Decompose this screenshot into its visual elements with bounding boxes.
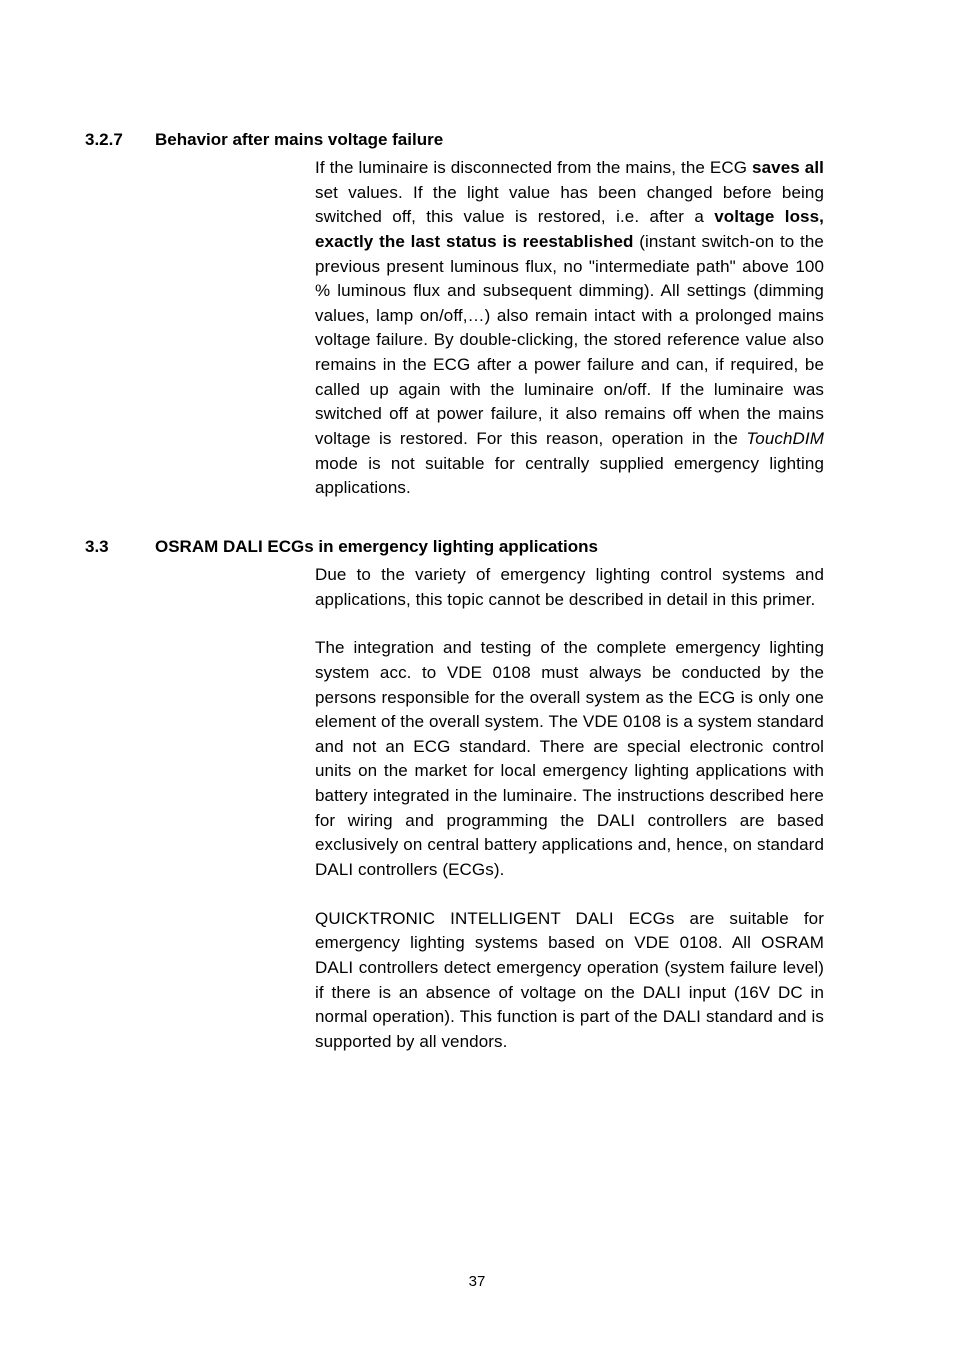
section-title: Behavior after mains voltage failure — [155, 130, 443, 150]
page-number: 37 — [0, 1273, 954, 1290]
text-run: The integration and testing of the compl… — [315, 638, 824, 879]
section-body: Due to the variety of emergency lighting… — [315, 563, 824, 1055]
text-run: saves all — [752, 158, 824, 177]
text-run: QUICKTRONIC INTELLIGENT DALI ECGs are su… — [315, 909, 824, 1051]
text-run: Due to the variety of emergency lighting… — [315, 565, 824, 609]
section-title: OSRAM DALI ECGs in emergency lighting ap… — [155, 537, 598, 557]
paragraph: QUICKTRONIC INTELLIGENT DALI ECGs are su… — [315, 907, 824, 1055]
document-page: 3.2.7 Behavior after mains voltage failu… — [0, 0, 954, 1055]
paragraph: Due to the variety of emergency lighting… — [315, 563, 824, 612]
paragraph: If the luminaire is disconnected from th… — [315, 156, 824, 501]
text-run: mode is not suitable for centrally suppl… — [315, 454, 824, 498]
section-heading-row: 3.3 OSRAM DALI ECGs in emergency lightin… — [85, 537, 864, 557]
text-run: TouchDIM — [746, 429, 824, 448]
paragraph: The integration and testing of the compl… — [315, 636, 824, 882]
section-heading-row: 3.2.7 Behavior after mains voltage failu… — [85, 130, 864, 150]
text-run: If the luminaire is disconnected from th… — [315, 158, 752, 177]
text-run: (instant switch-on to the previous prese… — [315, 232, 824, 448]
section-number: 3.2.7 — [85, 130, 155, 150]
section-body: If the luminaire is disconnected from th… — [315, 156, 824, 501]
section-number: 3.3 — [85, 537, 155, 557]
section-spacer — [85, 501, 864, 537]
